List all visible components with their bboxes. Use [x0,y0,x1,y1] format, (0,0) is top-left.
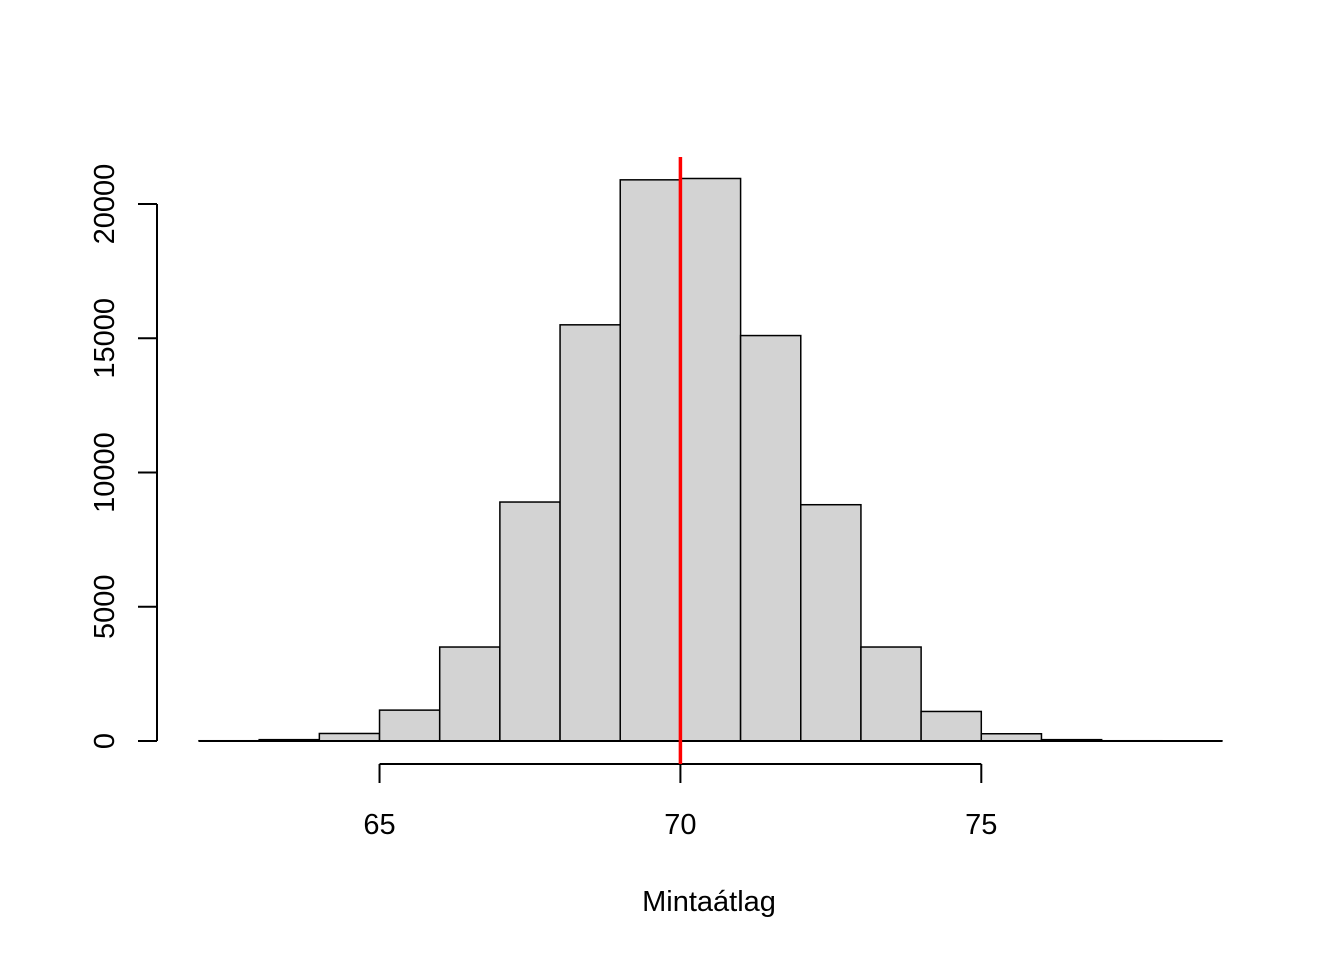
histogram-bar-5 [499,501,561,742]
histogram-bar-10 [800,503,862,742]
y-tick-label-10000: 10000 [89,432,121,513]
x-tick-label-70: 70 [664,809,696,841]
x-axis: 65 70 75 [363,763,997,841]
histogram-bars [198,177,1223,742]
histogram-bar-4 [438,646,501,742]
y-axis: 0 5000 10000 15000 20000 [89,164,158,749]
y-tick-label-20000: 20000 [89,164,121,245]
y-tick-label-5000: 5000 [89,574,121,639]
histogram-bar-12 [920,710,983,742]
histogram-bar-6 [559,324,621,742]
histogram-bar-2 [318,732,381,742]
histogram-bar-13 [980,733,1043,742]
y-tick-label-0: 0 [89,733,121,749]
histogram-bar-8 [679,177,742,742]
histogram-bar-3 [378,709,441,742]
x-tick-label-75: 75 [965,809,997,841]
y-tick-label-15000: 15000 [89,298,121,379]
histogram-bar-11 [860,646,922,742]
x-axis-title: Mintaátlag [642,886,776,918]
histogram-bar-7 [619,179,682,742]
x-tick-label-65: 65 [363,809,395,841]
histogram-bar-9 [739,334,802,742]
